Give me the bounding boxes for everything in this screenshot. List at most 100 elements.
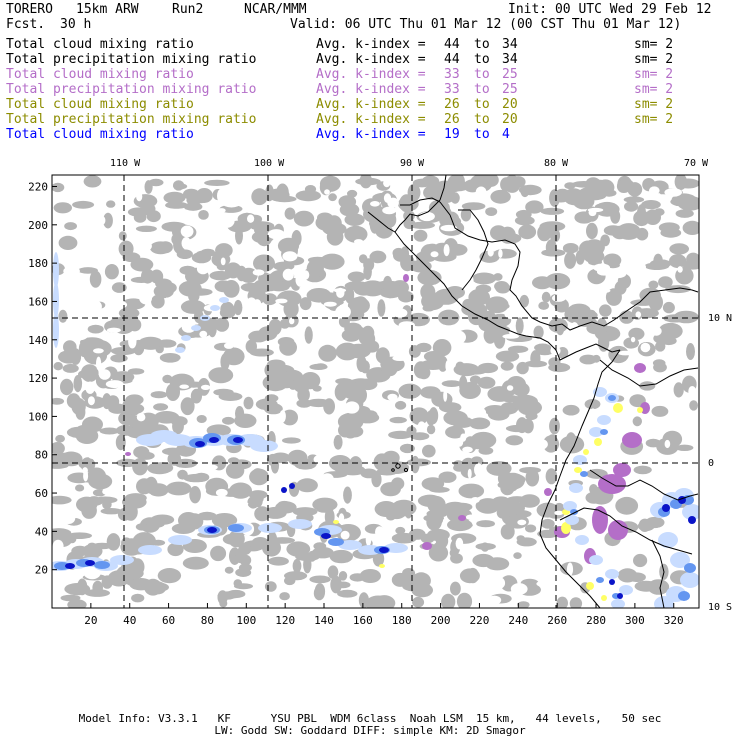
field-smoothing: sm= 2 <box>634 67 674 82</box>
precip-blob <box>54 562 70 570</box>
cloud-blob <box>225 462 245 479</box>
clear-gap <box>630 336 636 343</box>
clear-gap <box>570 322 579 336</box>
precip-blob <box>209 437 219 443</box>
precip-blob <box>654 596 674 608</box>
clear-gap <box>487 247 494 257</box>
clear-gap <box>460 433 467 442</box>
clear-gap <box>74 445 84 452</box>
y-tick-label: 160 <box>28 295 48 308</box>
field-avg-label: Avg. k-index = <box>316 37 426 52</box>
cloud-blob <box>432 339 452 357</box>
cloud-blob <box>654 208 665 216</box>
cloud-blob <box>542 435 560 453</box>
cloud-blob <box>673 382 684 398</box>
cloud-blob <box>178 280 202 297</box>
clear-gap <box>609 270 627 279</box>
cloud-blob <box>75 484 85 492</box>
clear-gap <box>651 326 662 336</box>
cloud-blob <box>655 341 666 352</box>
clear-gap <box>465 514 477 520</box>
cloud-blob <box>500 523 515 540</box>
cloud-blob <box>217 590 228 605</box>
cloud-blob <box>319 253 345 270</box>
yellow-patch <box>583 449 589 455</box>
clear-gap <box>247 214 255 223</box>
cloud-blob <box>644 262 670 271</box>
clear-gap <box>450 330 466 345</box>
cloud-blob <box>294 458 317 470</box>
precip-blob <box>569 483 583 493</box>
cloud-blob <box>485 296 509 314</box>
cloud-blob <box>669 254 687 269</box>
cloud-blob <box>517 601 530 608</box>
cloud-blob <box>393 249 408 262</box>
cloud-blob <box>327 565 339 579</box>
cloud-blob <box>297 387 310 403</box>
cloud-blob <box>469 175 493 193</box>
clear-gap <box>64 413 76 422</box>
cloud-blob <box>439 215 462 227</box>
clear-gap <box>552 294 566 302</box>
cloud-blob <box>166 481 192 496</box>
field-to: to <box>474 97 490 112</box>
cloud-blob <box>292 558 302 574</box>
cloud-blob <box>356 354 367 372</box>
x-tick-label: 140 <box>314 614 334 627</box>
cloud-blob <box>686 252 699 266</box>
cloud-blob <box>556 596 568 608</box>
cloud-blob <box>138 336 164 350</box>
precip-blob <box>617 593 623 599</box>
clear-gap <box>232 315 247 322</box>
precip-blob <box>611 599 625 608</box>
cloud-blob <box>58 309 68 323</box>
cloud-blob <box>147 462 172 475</box>
precip-blob <box>53 252 59 288</box>
cloud-blob <box>104 264 119 280</box>
yellow-shading <box>333 403 643 601</box>
field-k-start: 19 <box>444 127 460 142</box>
clear-gap <box>323 301 337 307</box>
cloud-blob <box>251 188 268 206</box>
cloud-blob <box>638 518 651 532</box>
yellow-patch <box>561 522 571 534</box>
cloud-blob <box>565 432 577 449</box>
cloud-blob <box>485 557 510 571</box>
clear-gap <box>581 376 597 388</box>
x-tick-label: 280 <box>586 614 606 627</box>
cloud-blob <box>127 368 145 375</box>
clear-gap <box>462 446 473 453</box>
field-k-end: 4 <box>502 127 510 142</box>
cloud-blob <box>133 446 150 459</box>
clear-gap <box>232 501 249 507</box>
clear-gap <box>93 348 104 354</box>
cloud-blob <box>182 556 209 570</box>
clear-gap <box>593 263 611 272</box>
cloud-blob <box>167 542 184 557</box>
cloud-blob <box>423 185 442 200</box>
clear-gap <box>164 297 169 305</box>
field-name: Total cloud mixing ratio <box>6 37 194 52</box>
precip-blob <box>110 555 134 565</box>
clear-gap <box>455 537 464 550</box>
model-name: TORERO <box>6 2 53 17</box>
cloud-blob <box>447 184 468 192</box>
cloud-blob <box>475 498 501 514</box>
cloud-blob <box>450 553 463 564</box>
cloud-blob <box>453 464 466 472</box>
y-tick-label: 80 <box>35 449 48 462</box>
clear-gap <box>220 257 226 266</box>
cloud-blob <box>222 416 235 425</box>
cloud-blob <box>110 354 128 363</box>
clear-gap <box>63 266 80 276</box>
x-tick-label: 160 <box>353 614 373 627</box>
cloud-blob <box>111 282 127 293</box>
x-tick-label: 200 <box>431 614 451 627</box>
cloud-blob <box>338 195 357 209</box>
cloud-blob <box>282 437 301 444</box>
clear-gap <box>161 322 174 332</box>
cloud-blob <box>118 231 127 241</box>
field-smoothing: sm= 2 <box>634 52 674 67</box>
cloud-blob <box>548 357 561 368</box>
field-to: to <box>474 52 490 67</box>
